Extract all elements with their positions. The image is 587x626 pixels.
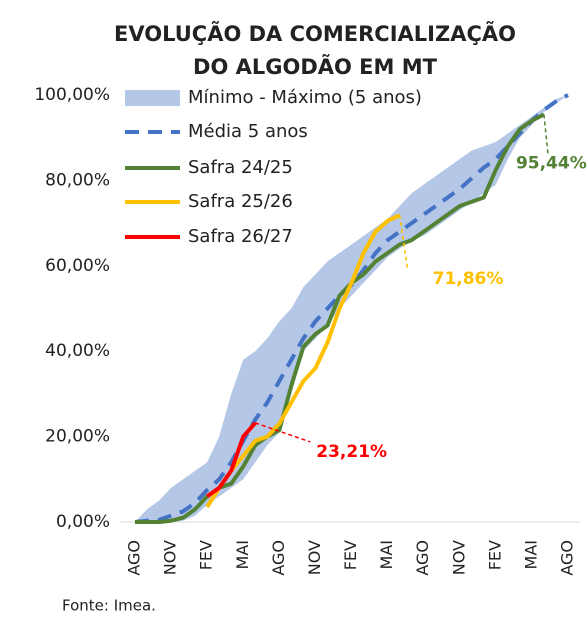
x-tick-label: NOV <box>161 540 180 575</box>
chart-title: DO ALGODÃO EM MT <box>193 54 438 79</box>
source: Fonte: Imea. <box>62 597 156 615</box>
legend-label: Média 5 anos <box>188 121 308 142</box>
x-tick-label: AGO <box>413 540 432 576</box>
y-tick-label: 20,00% <box>45 427 110 447</box>
x-tick-label: AGO <box>269 540 288 576</box>
x-tick-label: AGO <box>558 540 577 576</box>
x-tick-label: MAI <box>521 540 540 569</box>
value-label: 23,21% <box>316 442 387 462</box>
x-tick-label: NOV <box>305 540 324 575</box>
x-tick-label: MAI <box>233 540 252 569</box>
leader-line <box>543 114 549 154</box>
x-tick-label: MAI <box>377 540 396 569</box>
chart-title: EVOLUÇÃO DA COMERCIALIZAÇÃO <box>114 21 516 46</box>
y-tick-label: 60,00% <box>45 256 110 276</box>
legend-label: Safra 24/25 <box>188 157 293 178</box>
series-line <box>206 421 257 499</box>
x-tick-label: FEV <box>485 540 504 570</box>
x-tick-label: FEV <box>197 540 216 570</box>
y-tick-label: 100,00% <box>34 85 110 105</box>
legend-label: Mínimo - Máximo (5 anos) <box>188 87 422 108</box>
leader-line <box>255 422 311 443</box>
y-tick-label: 80,00% <box>45 170 110 190</box>
x-tick-label: NOV <box>449 540 468 575</box>
x-tick-label: FEV <box>341 540 360 570</box>
x-tick-label: AGO <box>125 540 144 576</box>
value-label: 95,44% <box>516 153 587 173</box>
y-tick-label: 0,00% <box>56 512 110 532</box>
series-line <box>135 112 545 524</box>
legend-swatch <box>125 90 180 106</box>
y-tick-label: 40,00% <box>45 341 110 361</box>
leader-line <box>398 215 409 270</box>
range-band <box>135 95 568 522</box>
value-label: 71,86% <box>433 269 504 289</box>
series-line <box>205 213 401 509</box>
legend-label: Safra 26/27 <box>188 226 293 247</box>
legend-label: Safra 25/26 <box>188 191 293 212</box>
